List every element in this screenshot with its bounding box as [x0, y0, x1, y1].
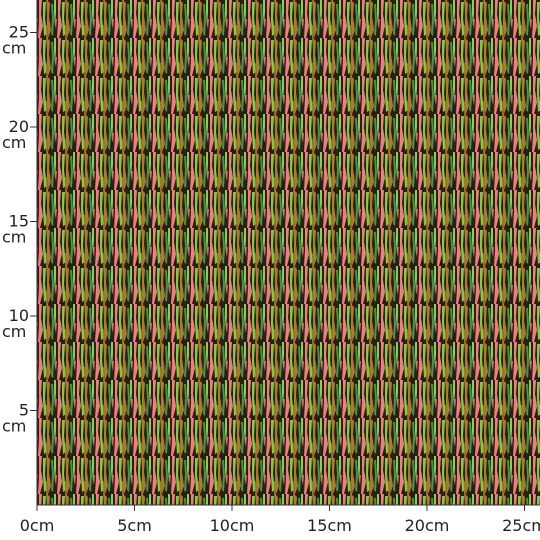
- y-ruler-number: 25: [9, 23, 29, 42]
- x-ruler-label: 10cm: [210, 516, 255, 535]
- y-ruler-unit: cm: [2, 417, 26, 436]
- fabric-overlay: [37, 0, 540, 505]
- y-ruler-number: 15: [9, 212, 29, 231]
- y-ruler-unit: cm: [2, 228, 26, 247]
- x-ruler-label: 15cm: [307, 516, 352, 535]
- y-ruler-unit: cm: [2, 39, 26, 58]
- x-ruler-label: 0cm: [20, 516, 55, 535]
- y-ruler-unit: cm: [2, 322, 26, 341]
- x-ruler-label: 20cm: [405, 516, 450, 535]
- y-ruler-number: 5: [19, 401, 29, 420]
- x-ruler-label: 25cm: [502, 516, 540, 535]
- y-ruler-number: 20: [9, 117, 29, 136]
- y-ruler-number: 10: [9, 306, 29, 325]
- x-ruler-label: 5cm: [117, 516, 152, 535]
- y-ruler-unit: cm: [2, 133, 26, 152]
